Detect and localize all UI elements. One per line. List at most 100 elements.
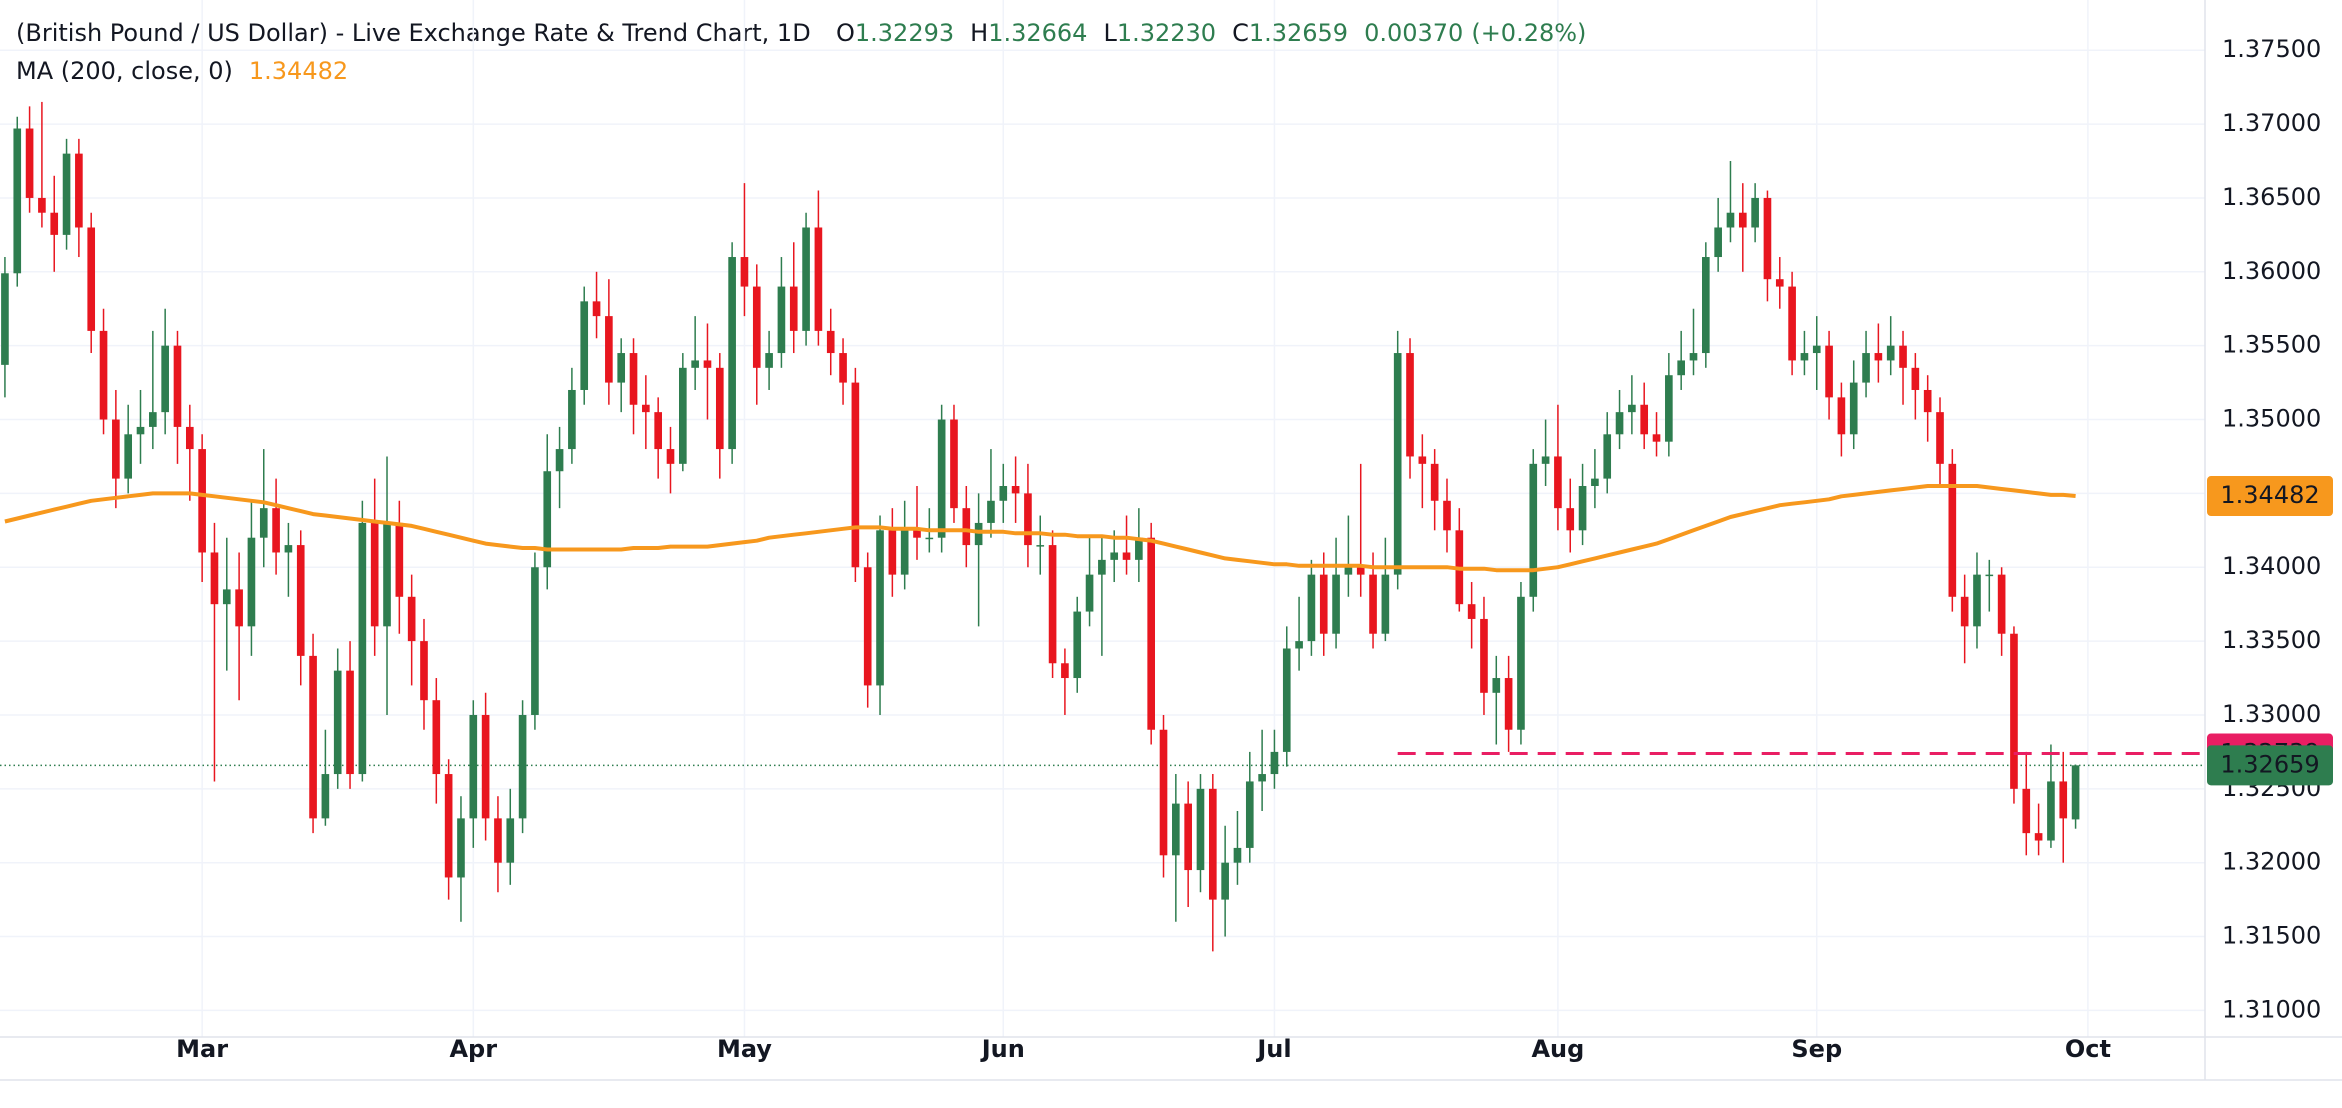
candle-body: [1985, 574, 1994, 577]
ma-price-label: 1.34482: [2220, 481, 2319, 509]
x-tick-label: Apr: [449, 1035, 497, 1063]
candle-body: [937, 419, 946, 538]
candle-body: [494, 818, 502, 863]
candle-body: [1418, 456, 1427, 464]
y-tick-label: 1.36000: [2222, 257, 2321, 285]
ma-name: MA (200, close, 0): [16, 57, 233, 85]
candle-body: [321, 774, 330, 819]
ohlc-value: 1.32230: [1117, 19, 1216, 47]
candle-body: [272, 508, 280, 553]
candle-body: [826, 330, 835, 354]
candle-body: [518, 714, 527, 819]
candle-body: [50, 212, 59, 235]
y-tick-label: 1.32000: [2222, 848, 2321, 876]
candle-body: [1233, 847, 1242, 863]
candle-body: [1282, 648, 1291, 752]
candle-body: [2010, 633, 2018, 789]
candle-body: [1554, 456, 1562, 509]
x-tick-label: Sep: [1791, 1035, 1842, 1063]
candle-body: [62, 153, 71, 235]
candle-body: [1825, 345, 1833, 398]
ma-value: 1.34482: [249, 57, 348, 85]
candle-body: [1615, 412, 1624, 435]
candle-body: [296, 545, 305, 656]
candle-body: [962, 508, 971, 546]
y-tick-label: 1.31000: [2222, 995, 2321, 1023]
candle-body: [395, 522, 404, 597]
candle-body: [1849, 382, 1858, 435]
ohlc-value: 1.32293: [855, 19, 954, 47]
candle-body: [728, 257, 736, 450]
candle-body: [568, 389, 576, 450]
candle-body: [1517, 596, 1525, 730]
candle-body: [1788, 286, 1796, 361]
candle-body: [259, 508, 268, 538]
candle-body: [777, 286, 786, 354]
candle-body: [1307, 574, 1316, 642]
last-price-box: [2207, 745, 2333, 786]
candle-body: [38, 197, 46, 213]
candle-body: [370, 522, 379, 627]
candle-body: [1738, 212, 1747, 228]
candle-body: [1430, 463, 1439, 501]
candle-body: [1591, 478, 1599, 487]
candle-body: [691, 360, 699, 368]
candle-body: [839, 353, 847, 383]
ohlc-key: C: [1232, 19, 1249, 47]
y-tick-label: 1.31500: [2222, 922, 2321, 950]
candle-body: [1566, 508, 1575, 531]
candle-body: [1184, 803, 1192, 871]
candle-body: [198, 449, 206, 553]
candle-body: [703, 360, 712, 368]
candle-body: [1751, 197, 1759, 228]
candle-body: [913, 530, 921, 538]
candle-body: [1689, 353, 1698, 361]
candle-body: [1911, 367, 1920, 390]
candle-body: [1775, 279, 1784, 287]
candle-body: [1640, 404, 1649, 435]
candle-body: [469, 714, 478, 819]
candle-body: [1393, 353, 1402, 575]
y-tick-label: 1.37500: [2222, 35, 2321, 63]
candle-body: [1295, 641, 1303, 649]
candle-body: [1024, 493, 1032, 546]
x-tick-label: Oct: [2065, 1035, 2111, 1063]
candle-body: [1208, 788, 1217, 900]
candle-body: [2047, 781, 2055, 841]
candle-body: [679, 367, 687, 464]
candle-body: [136, 426, 145, 435]
candle-body: [1, 273, 9, 365]
candle-body: [666, 449, 675, 464]
candle-body: [1886, 345, 1895, 361]
candle-body: [851, 382, 860, 568]
candle-body: [432, 700, 441, 775]
candle-body: [999, 486, 1008, 501]
candle-body: [950, 419, 958, 509]
candle-body: [974, 522, 983, 546]
ma-line: [4, 484, 2076, 573]
candle-body: [1061, 663, 1069, 679]
candle-body: [1899, 345, 1907, 368]
candle-body: [1098, 559, 1106, 575]
candle-body: [1196, 788, 1205, 871]
candle-body: [555, 449, 564, 472]
candle-body: [444, 774, 453, 878]
candle-body: [407, 596, 416, 642]
candle-body: [235, 589, 243, 627]
candle-body: [1011, 486, 1020, 494]
change-pct: (+0.28%): [1471, 19, 1586, 47]
candle-body: [531, 567, 539, 715]
candle-body: [1110, 552, 1119, 560]
candle-body: [987, 500, 995, 523]
x-tick-label: Jul: [1255, 1035, 1291, 1063]
candle-body: [1948, 463, 1957, 597]
candle-body: [1443, 500, 1451, 531]
candle-body: [925, 537, 934, 540]
candle-body: [2071, 765, 2080, 820]
y-tick-label: 1.35000: [2222, 405, 2321, 433]
candle-body: [1800, 353, 1809, 361]
candle-body: [802, 227, 810, 331]
change: 0.00370: [1364, 19, 1463, 47]
x-tick-label: Aug: [1531, 1035, 1584, 1063]
